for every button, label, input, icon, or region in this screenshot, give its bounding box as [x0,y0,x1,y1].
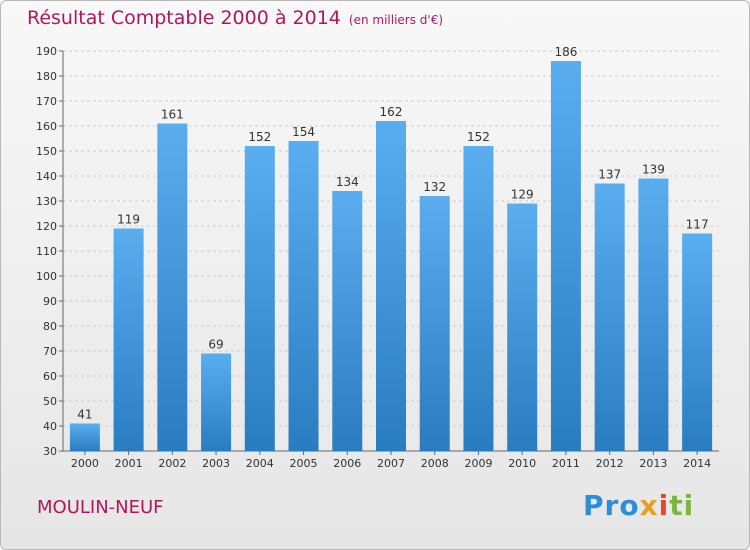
bar-2003 [201,353,232,451]
data-label-2004: 152 [248,130,271,144]
bars [69,61,713,451]
y-tick-label: 80 [43,320,57,333]
bar-2012 [594,183,625,451]
x-tick-label-2004: 2004 [246,457,274,470]
y-tick-label: 110 [36,245,57,258]
logo-part-2: x [639,489,659,522]
data-labels: 41 119 161 69 152 154 134 162 132 152 129 186 137 139… [77,45,708,422]
chart-title: Résultat Comptable 2000 à 2014 (en millie… [27,7,443,29]
y-tick-label: 150 [36,145,57,158]
data-label-2011: 186 [554,45,577,59]
bar-2009 [463,146,494,451]
logo-part-1: Pro [583,489,640,522]
bar-2005 [288,141,319,451]
data-label-2012: 137 [598,168,621,182]
city-name: MOULIN-NEUF [37,497,164,518]
x-tick-label-2014: 2014 [683,457,711,470]
x-tick-label-2005: 2005 [290,457,318,470]
x-tick-label-2006: 2006 [333,457,361,470]
data-label-2010: 129 [511,188,534,202]
bar-2002 [157,123,188,451]
logo-part-3: i [658,489,670,522]
y-tick-label: 100 [36,270,57,283]
data-label-2008: 132 [423,180,446,194]
bar-2014 [682,233,713,451]
x-tick-label-2010: 2010 [508,457,536,470]
x-tick-label-2013: 2013 [639,457,667,470]
data-label-2007: 162 [380,105,403,119]
x-tick-label-2011: 2011 [552,457,580,470]
x-tick-label-2000: 2000 [71,457,99,470]
y-tick-label: 70 [43,345,57,358]
bar-2008 [419,196,450,451]
logo-part-4: ti [669,489,695,522]
proxiti-logo: Proxiti [583,489,694,522]
y-tick-label: 30 [43,445,57,458]
x-tick-label-2008: 2008 [421,457,449,470]
y-tick-label: 160 [36,120,57,133]
data-label-2003: 69 [208,338,223,352]
y-tick-label: 120 [36,220,57,233]
x-tick-label-2003: 2003 [202,457,230,470]
chart-subtitle: (en milliers d'€) [348,13,444,27]
data-label-2005: 154 [292,125,315,139]
x-tick-label-2001: 2001 [115,457,143,470]
data-label-2000: 41 [77,408,92,422]
x-tick-label-2002: 2002 [158,457,186,470]
data-label-2009: 152 [467,130,490,144]
data-label-2013: 139 [642,163,665,177]
chart-title-text: Résultat Comptable 2000 à 2014 [27,7,341,29]
y-tick-label: 190 [36,45,57,58]
bar-2000 [69,423,100,451]
x-tick-label-2012: 2012 [596,457,624,470]
bar-2001 [113,228,144,451]
data-label-2006: 134 [336,175,359,189]
y-tick-label: 40 [43,420,57,433]
bar-2013 [638,178,669,451]
bar-2004 [244,146,275,451]
bar-2006 [332,191,363,451]
y-tick-label: 50 [43,395,57,408]
bar-2007 [376,121,406,451]
data-label-2014: 117 [686,218,709,232]
x-tick-label-2009: 2009 [464,457,492,470]
y-tick-label: 170 [36,95,57,108]
bar-2010 [507,203,538,451]
y-tick-label: 90 [43,295,57,308]
y-tick-label: 180 [36,70,57,83]
data-label-2002: 161 [161,108,184,122]
y-tick-label: 130 [36,195,57,208]
x-tick-label-2007: 2007 [377,457,405,470]
bar-2011 [550,61,581,451]
data-label-2001: 119 [117,213,140,227]
y-tick-label: 140 [36,170,57,183]
y-tick-label: 60 [43,370,57,383]
